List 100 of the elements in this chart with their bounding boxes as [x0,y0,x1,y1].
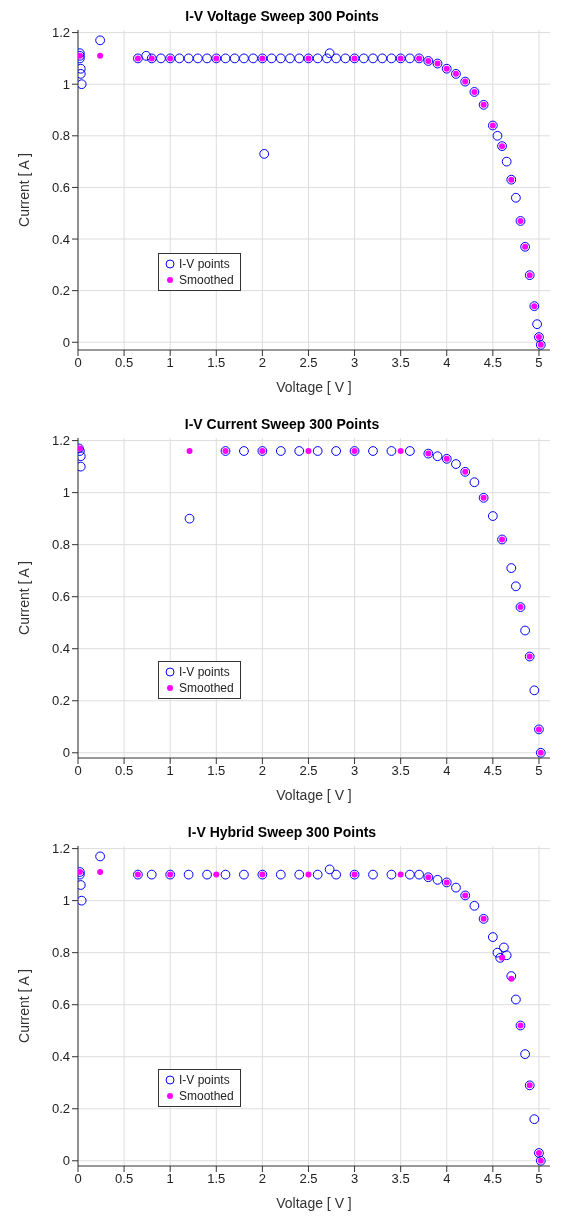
y-tick-label: 0.8 [51,537,70,553]
y-tick-label: 1.2 [51,433,70,449]
x-tick-label: 4.5 [483,1171,502,1187]
y-tick-label: 1 [62,76,70,92]
x-tick-label: 0.5 [115,763,134,779]
point [275,869,286,880]
point [220,869,231,880]
legend-label: Smoothed [179,272,234,288]
point [451,459,461,469]
point [146,869,157,880]
x-tick-label: 3 [350,1171,359,1187]
point [487,932,498,942]
y-tick-label: 1 [62,893,70,909]
y-tick-label: 0.6 [51,589,70,605]
x-tick-label: 1 [166,355,174,371]
y-tick-label: 0.2 [51,1101,70,1117]
point [78,895,87,906]
point [312,446,323,456]
chart-title: I-V Voltage Sweep 300 Points [184,8,380,26]
x-tick-label: 0 [74,763,82,779]
y-tick-label: 0 [62,334,70,350]
y-tick-label: 0.2 [51,283,70,299]
point [469,477,480,488]
y-tick-label: 0.6 [51,180,70,196]
point [510,994,521,1005]
point [305,871,312,878]
x-tick-label: 3 [350,763,359,779]
y-tick-label: 0 [62,745,70,761]
point [506,971,517,981]
legend-label: I-V points [179,664,230,680]
point [404,446,415,456]
x-tick-label: 2 [258,1171,266,1187]
x-tick-label: 1 [166,763,174,779]
x-axis-title: Voltage [ V ] [276,379,352,395]
point [386,446,397,456]
x-tick-label: 5 [535,1171,543,1187]
y-tick-label: 0.4 [51,1049,70,1065]
point [202,869,212,880]
point [487,511,498,521]
chart-title: I-V Current Sweep 300 Points [183,416,381,434]
x-tick-label: 4 [443,763,451,779]
point [529,685,540,696]
x-tick-label: 3.5 [391,763,410,779]
x-tick-label: 1.5 [207,1171,226,1187]
point [97,869,104,876]
x-tick-label: 3.5 [391,1171,410,1187]
point [239,869,249,880]
y-axis-title: Current [ A ] [15,969,32,1043]
x-tick-label: 2.5 [299,355,318,371]
point [294,869,305,880]
point [501,950,512,961]
y-tick-label: 0.4 [51,231,70,247]
point [432,451,443,462]
x-axis-title: Voltage [ V ] [276,1195,352,1211]
x-axis-title: Voltage [ V ] [276,787,352,803]
point [404,869,415,880]
point [397,871,404,878]
point [520,1049,531,1060]
point [397,448,404,455]
legend-label: Smoothed [179,680,234,696]
y-tick-label: 1.2 [51,841,70,857]
point [499,942,509,953]
point [506,563,517,573]
point [432,874,443,885]
y-axis-title: Current [ A ] [15,561,32,635]
point [186,448,193,455]
point [305,448,312,455]
x-tick-label: 2 [258,763,266,779]
point [368,869,378,880]
point [294,446,305,456]
point [499,954,506,961]
point [331,869,342,880]
x-tick-label: 1.5 [207,763,226,779]
point [414,869,424,880]
point [183,869,194,880]
point [368,446,378,456]
x-tick-label: 0.5 [115,1171,134,1187]
y-tick-label: 0.4 [51,641,70,657]
y-tick-label: 0.8 [51,128,70,144]
chart-title: I-V Hybrid Sweep 300 Points [186,824,378,842]
x-tick-label: 3.5 [391,355,410,371]
x-tick-label: 3 [350,355,359,371]
y-tick-label: 1 [62,485,70,501]
point [469,900,480,911]
point [386,869,397,880]
x-tick-label: 4.5 [483,355,502,371]
x-tick-label: 5 [535,355,543,371]
x-tick-label: 0 [74,1171,82,1187]
y-axis-title: Current [ A ] [15,153,32,227]
point [492,947,503,958]
y-tick-label: 0 [62,1153,70,1169]
point [312,869,323,880]
x-tick-label: 2.5 [299,1171,318,1187]
y-tick-label: 0.2 [51,693,70,709]
x-tick-label: 2.5 [299,763,318,779]
point [95,851,106,862]
point [529,1114,540,1125]
x-tick-label: 4 [443,1171,451,1187]
point [97,52,104,59]
point [331,446,342,456]
